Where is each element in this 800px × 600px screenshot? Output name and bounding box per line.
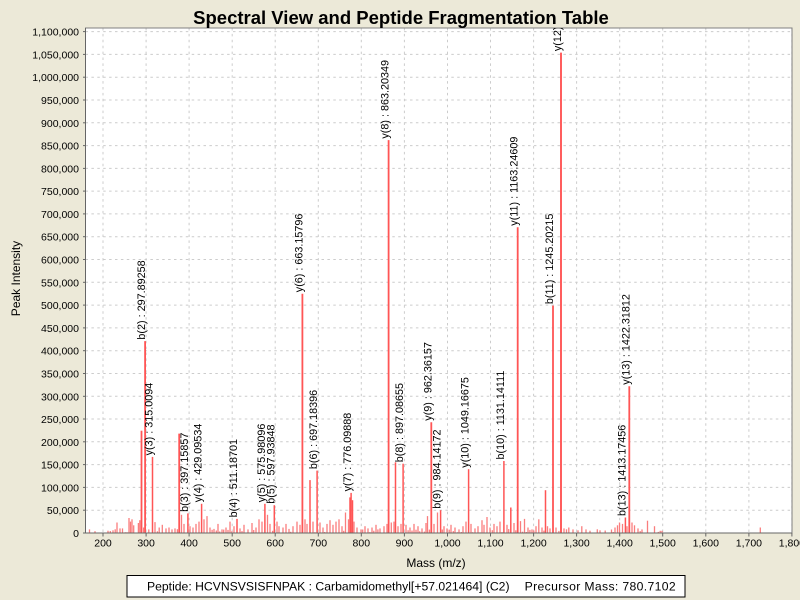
svg-text:y(3) : 315.0094: y(3) : 315.0094: [144, 383, 156, 456]
svg-text:300,000: 300,000: [41, 391, 79, 403]
svg-text:Mass (m/z): Mass (m/z): [406, 556, 465, 570]
svg-text:1,800: 1,800: [779, 538, 800, 550]
svg-text:1,500: 1,500: [650, 538, 676, 550]
svg-text:y(12): y(12): [552, 26, 564, 51]
svg-text:Peptide: HCVNSVSISFNPAK : Carb: Peptide: HCVNSVSISFNPAK : Carbamidomethy…: [147, 580, 510, 594]
svg-text:200: 200: [94, 538, 112, 550]
svg-text:700,000: 700,000: [41, 209, 79, 221]
svg-text:900,000: 900,000: [41, 118, 79, 130]
svg-text:Precursor Mass: 780.7102: Precursor Mass: 780.7102: [525, 580, 676, 594]
svg-text:500: 500: [223, 538, 241, 550]
svg-text:350,000: 350,000: [41, 369, 79, 381]
svg-text:550,000: 550,000: [41, 277, 79, 289]
svg-text:Spectral View and Peptide Frag: Spectral View and Peptide Fragmentation …: [193, 7, 609, 28]
svg-text:1,100: 1,100: [477, 538, 503, 550]
svg-text:500,000: 500,000: [41, 300, 79, 312]
svg-text:850,000: 850,000: [41, 141, 79, 153]
svg-text:b(3) : 397.15857: b(3) : 397.15857: [179, 433, 191, 512]
svg-text:1,200: 1,200: [520, 538, 546, 550]
svg-text:y(9) : 962.36157: y(9) : 962.36157: [422, 342, 434, 421]
svg-text:800: 800: [353, 538, 371, 550]
svg-text:b(6) : 697.18396: b(6) : 697.18396: [308, 390, 320, 469]
svg-text:450,000: 450,000: [41, 323, 79, 335]
svg-text:b(9) : 984.14172: b(9) : 984.14172: [432, 429, 444, 508]
svg-text:b(13) : 1413.17456: b(13) : 1413.17456: [616, 425, 628, 516]
svg-text:y(6) : 663.15796: y(6) : 663.15796: [293, 214, 305, 293]
svg-text:1,300: 1,300: [563, 538, 589, 550]
svg-text:b(11) : 1245.20215: b(11) : 1245.20215: [544, 214, 556, 304]
svg-text:y(5) : 575.98096: y(5) : 575.98096: [256, 424, 268, 503]
svg-text:1,400: 1,400: [607, 538, 633, 550]
svg-text:250,000: 250,000: [41, 414, 79, 426]
svg-text:1,000,000: 1,000,000: [32, 72, 79, 84]
svg-text:1,600: 1,600: [693, 538, 719, 550]
svg-text:b(2) : 297.89258: b(2) : 297.89258: [136, 260, 148, 339]
svg-text:700: 700: [310, 538, 328, 550]
svg-text:b(8) : 897.08655: b(8) : 897.08655: [394, 383, 406, 462]
svg-text:900: 900: [396, 538, 414, 550]
svg-text:y(13) : 1422.31812: y(13) : 1422.31812: [620, 294, 632, 385]
svg-text:b(10) : 1131.14111: b(10) : 1131.14111: [495, 371, 507, 460]
svg-text:400: 400: [180, 538, 198, 550]
svg-text:150,000: 150,000: [41, 460, 79, 472]
svg-text:650,000: 650,000: [41, 232, 79, 244]
svg-text:1,700: 1,700: [736, 538, 762, 550]
svg-text:200,000: 200,000: [41, 437, 79, 449]
svg-text:100,000: 100,000: [41, 482, 79, 494]
svg-text:y(4) : 429.09534: y(4) : 429.09534: [193, 424, 205, 503]
svg-text:800,000: 800,000: [41, 163, 79, 175]
svg-text:y(7) : 776.09888: y(7) : 776.09888: [342, 413, 354, 492]
svg-text:400,000: 400,000: [41, 346, 79, 358]
svg-text:b(4) : 511.18701: b(4) : 511.18701: [228, 439, 240, 517]
svg-text:1,000: 1,000: [434, 538, 460, 550]
svg-text:b(5) : 597.93848: b(5) : 597.93848: [265, 424, 277, 503]
svg-text:0: 0: [73, 528, 79, 540]
svg-text:y(11) : 1163.24609: y(11) : 1163.24609: [509, 137, 521, 226]
svg-text:600: 600: [266, 538, 284, 550]
svg-text:y(10) : 1049.16675: y(10) : 1049.16675: [460, 377, 472, 468]
svg-text:750,000: 750,000: [41, 186, 79, 198]
svg-text:Peak Intensity: Peak Intensity: [9, 241, 23, 316]
svg-text:600,000: 600,000: [41, 255, 79, 267]
svg-text:300: 300: [137, 538, 155, 550]
svg-text:50,000: 50,000: [47, 505, 79, 517]
svg-text:1,050,000: 1,050,000: [32, 49, 79, 61]
svg-text:y(8) : 863.20349: y(8) : 863.20349: [380, 60, 392, 139]
svg-text:1,100,000: 1,100,000: [32, 27, 79, 39]
svg-text:950,000: 950,000: [41, 95, 79, 107]
